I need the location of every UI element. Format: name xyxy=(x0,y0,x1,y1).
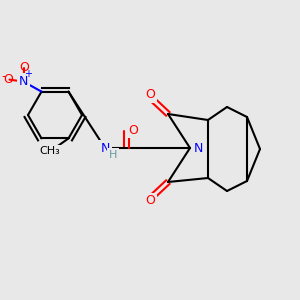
Text: -: - xyxy=(1,70,6,83)
Text: N: N xyxy=(193,142,203,154)
Text: CH₃: CH₃ xyxy=(39,146,60,156)
Text: O: O xyxy=(145,88,155,101)
Text: O: O xyxy=(4,73,14,86)
Text: N: N xyxy=(19,75,28,88)
Text: N: N xyxy=(100,142,110,154)
Text: O: O xyxy=(20,61,29,74)
Text: H: H xyxy=(109,150,117,160)
Text: O: O xyxy=(145,194,155,208)
Text: O: O xyxy=(128,124,138,136)
Text: +: + xyxy=(25,69,32,79)
